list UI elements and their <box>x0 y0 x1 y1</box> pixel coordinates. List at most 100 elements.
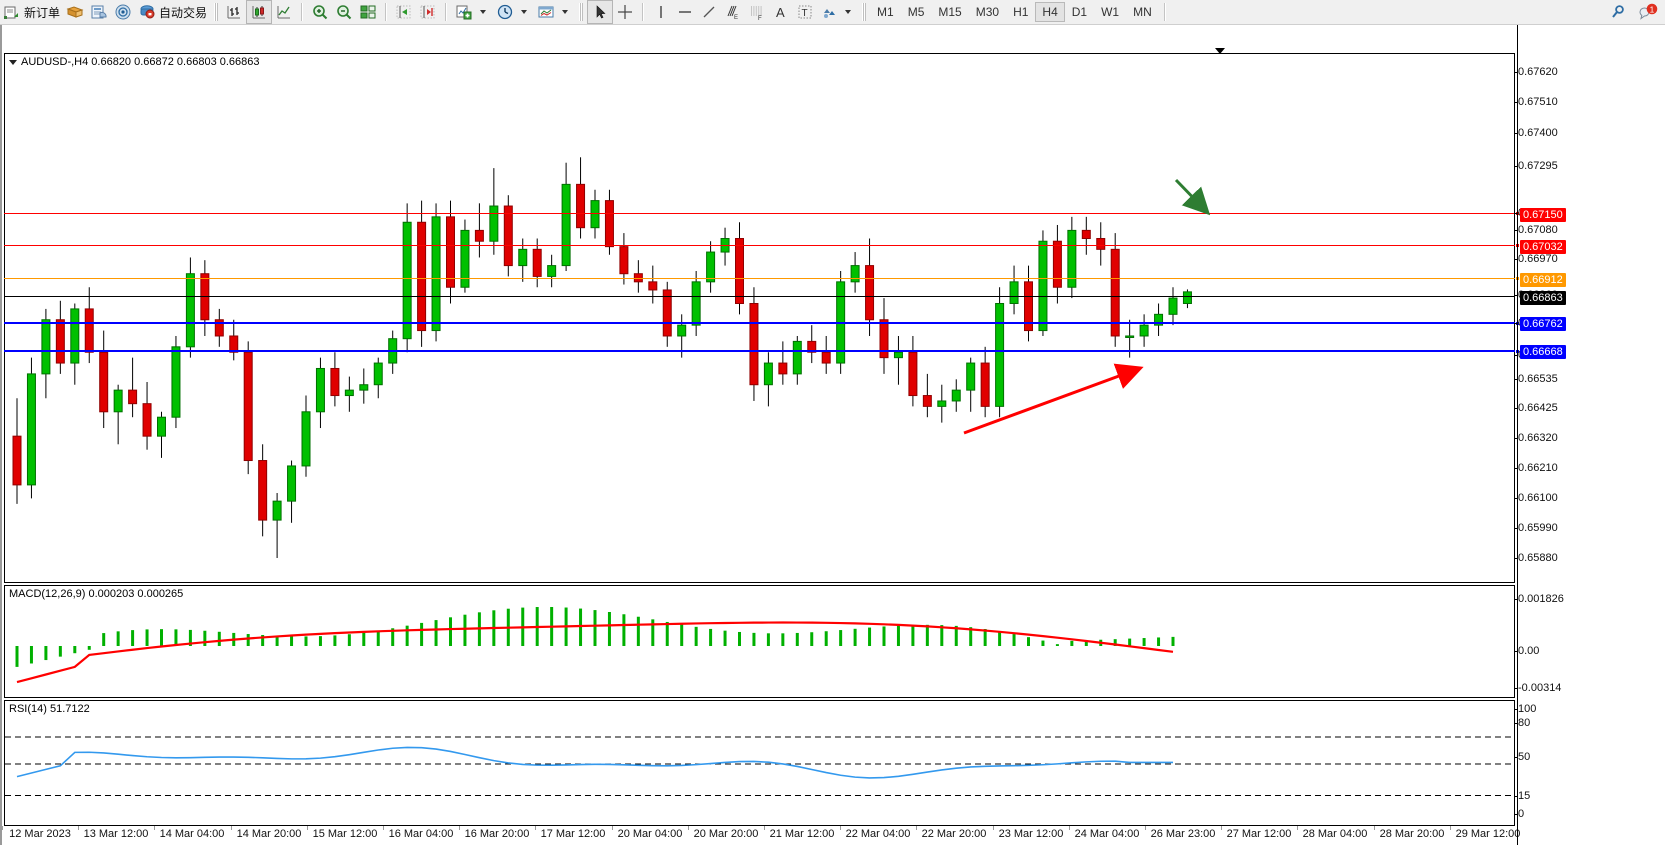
candlestick-chart-button[interactable] <box>246 0 273 24</box>
timeframe-m15[interactable]: M15 <box>938 5 962 19</box>
rsi-header: RSI(14) 51.7122 <box>9 703 90 715</box>
text-label-button[interactable]: T <box>793 1 817 23</box>
candle <box>330 352 340 407</box>
price-pane[interactable]: AUDUSD-,H4 0.66820 0.66872 0.66803 0.668… <box>4 53 1515 583</box>
time-tick-separator-18 <box>1374 826 1375 830</box>
price-label-support-1[interactable]: 0.66762 <box>1520 317 1566 331</box>
price-tick-13: 0.66210 <box>1514 462 1558 474</box>
crosshair-button[interactable] <box>613 1 637 23</box>
toolbar-grip-2[interactable] <box>579 3 584 21</box>
toolbar-grip-1[interactable] <box>214 3 219 21</box>
time-tick-separator-0 <box>2 826 3 830</box>
toolbar-separator-2 <box>385 3 388 21</box>
add-indicator-dropdown-caret[interactable] <box>480 10 487 14</box>
price-label-support-2[interactable]: 0.66668 <box>1520 345 1566 359</box>
time-tick-2: 14 Mar 04:00 <box>159 828 225 840</box>
candle <box>937 384 947 423</box>
auto-trading-button[interactable]: 自动交易 <box>135 1 210 23</box>
time-tick-8: 20 Mar 04:00 <box>617 828 683 840</box>
news-button[interactable] <box>87 1 111 23</box>
time-tick-9: 20 Mar 20:00 <box>693 828 759 840</box>
candle <box>1067 216 1077 299</box>
fibonacci-button[interactable]: F <box>745 1 769 23</box>
trendline-button[interactable] <box>697 1 721 23</box>
timeframe-w1[interactable]: W1 <box>1101 5 1120 19</box>
candle <box>1168 287 1178 326</box>
price-tick-11: 0.66425 <box>1514 402 1558 414</box>
add-indicator-button[interactable] <box>452 1 493 23</box>
zoom-in-button[interactable] <box>308 1 332 23</box>
timeframe-mn[interactable]: MN <box>1133 5 1152 19</box>
macd-header: MACD(12,26,9) 0.000203 0.000265 <box>9 588 184 600</box>
timeframe-h4[interactable]: H4 <box>1035 2 1065 22</box>
time-tick-3: 14 Mar 20:00 <box>236 828 302 840</box>
time-axis[interactable]: 12 Mar 2023 13 Mar 12:00 14 Mar 04:00 14 Ma… <box>2 825 1520 845</box>
folder-button[interactable] <box>63 1 87 23</box>
search-icon[interactable] <box>1609 3 1627 21</box>
alerts-button[interactable]: 1 <box>1637 3 1658 21</box>
line-chart-button[interactable] <box>272 1 296 23</box>
candle <box>662 281 672 347</box>
shapes-button[interactable] <box>817 1 858 23</box>
elliott-wave-button[interactable]: E <box>721 1 745 23</box>
zoom-out-button[interactable] <box>332 1 356 23</box>
auto-trading-icon <box>138 3 156 21</box>
signals-button[interactable] <box>111 1 135 23</box>
candle <box>749 287 759 401</box>
macd-pane[interactable]: MACD(12,26,9) 0.000203 0.000265 <box>4 585 1515 698</box>
price-label-pivot[interactable]: 0.66912 <box>1520 273 1566 287</box>
candle <box>1081 216 1091 255</box>
main-toolbar: 新订单 <box>0 0 1665 25</box>
price-label-resistance-1[interactable]: 0.67032 <box>1520 240 1566 254</box>
price-tick-2: 0.67400 <box>1514 127 1558 139</box>
candle <box>12 398 22 504</box>
candle <box>619 233 629 285</box>
candle <box>1139 314 1149 347</box>
time-tick-6: 16 Mar 20:00 <box>464 828 530 840</box>
toolbar-separator-1 <box>301 3 304 21</box>
tile-windows-button[interactable] <box>356 1 380 23</box>
candle <box>1009 265 1019 315</box>
cursor-button[interactable] <box>587 0 614 24</box>
shift-start-button[interactable] <box>392 1 416 23</box>
time-tick-separator-8 <box>612 826 613 830</box>
new-order-button[interactable]: 新订单 <box>0 1 63 23</box>
timeframe-d1[interactable]: D1 <box>1071 5 1088 19</box>
chart-window[interactable]: AUDUSD-,H4 0.66820 0.66872 0.66803 0.668… <box>0 25 1665 845</box>
rsi-pane[interactable]: RSI(14) 51.7122 <box>4 700 1515 826</box>
toolbar-grip-3[interactable] <box>862 3 867 21</box>
auto-trading-label: 自动交易 <box>159 5 208 20</box>
horizontal-line-button[interactable] <box>673 1 697 23</box>
price-label-resistance-2[interactable]: 0.67150 <box>1520 208 1566 222</box>
crosshair-icon <box>616 3 634 21</box>
rsi-tick-100: 100 <box>1513 703 1537 715</box>
candle <box>966 357 976 412</box>
timeframe-h1[interactable]: H1 <box>1013 5 1029 19</box>
candlestick-chart-icon <box>250 3 268 21</box>
templates-button[interactable] <box>534 1 575 23</box>
time-tick-0: 12 Mar 2023 <box>9 828 71 840</box>
price-tick-3: 0.67295 <box>1514 160 1558 172</box>
new-order-label: 新订单 <box>24 5 61 20</box>
down-arrow-annotation <box>1174 178 1211 216</box>
shapes-dropdown-caret[interactable] <box>845 10 852 14</box>
text-button[interactable]: A <box>769 1 793 23</box>
chart-header-collapse-icon[interactable] <box>9 59 17 65</box>
templates-dropdown-caret[interactable] <box>562 10 569 14</box>
chart-collapse-triangle[interactable] <box>1215 48 1225 54</box>
vertical-line-button[interactable] <box>649 1 673 23</box>
candle <box>243 341 253 475</box>
price-axis[interactable]: 0.676200.675100.674000.672950.671850.670… <box>1513 25 1665 845</box>
candle <box>55 300 65 374</box>
timeframe-m1[interactable]: M1 <box>877 5 894 19</box>
bar-chart-button[interactable] <box>222 1 246 23</box>
period-dropdown-caret[interactable] <box>521 10 528 14</box>
shift-end-button[interactable] <box>416 1 440 23</box>
timeframe-m5[interactable]: M5 <box>907 5 925 19</box>
candle <box>1154 303 1164 336</box>
candle <box>633 260 643 293</box>
timeframe-m30[interactable]: M30 <box>975 5 1000 19</box>
period-button[interactable] <box>493 1 534 23</box>
time-tick-separator-1 <box>78 826 79 830</box>
templates-icon <box>537 3 555 21</box>
